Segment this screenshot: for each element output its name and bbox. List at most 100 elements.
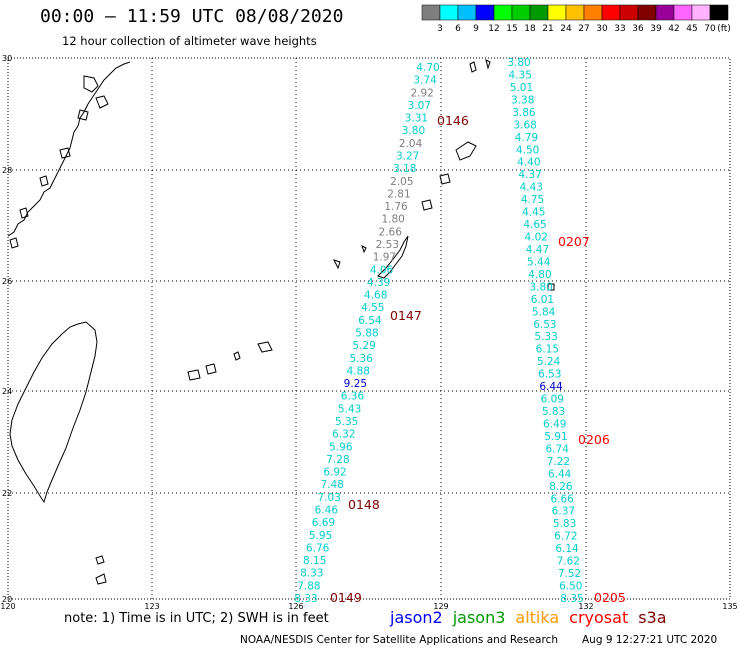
wave-height-value: 5.96 [329,441,353,453]
wave-height-value: 6.32 [332,429,355,441]
wave-height-value: 5.01 [510,82,533,94]
colorbar-swatch [457,4,477,21]
wave-height-value: 4.80 [528,269,551,281]
colorbar-label: 21 [542,24,553,34]
okinawa-coastline [377,235,409,279]
wave-height-value: 3.80 [507,57,530,69]
wave-height-value: 1.80 [381,214,404,226]
colorbar-swatch [673,4,693,21]
wave-height-value: 4.43 [520,182,543,194]
wave-height-value: 1.97 [373,252,396,264]
wave-height-value: 1.76 [384,201,408,213]
wave-height-value: 4.02 [525,232,548,244]
wave-height-value: 3.07 [408,100,431,112]
wave-height-value: 4.35 [509,69,532,81]
wave-height-value: 7.52 [558,568,581,580]
pass-time-labels: 0146 0147 0148 0149 0207 0206 0205 [330,113,626,605]
wave-height-value: 7.88 [297,580,320,592]
colorbar-swatch [511,4,531,21]
satellite-legend-item: cryosat [569,608,629,627]
colorbar-swatch [583,4,603,21]
wave-height-value: 4.68 [364,290,387,302]
pass-time-label: 0206 [578,432,610,447]
wave-height-value: 6.36 [341,391,365,403]
small-islands [95,59,491,585]
wave-height-value: 6.74 [546,443,570,455]
satellite-legend-item: jason3 [452,608,506,627]
wave-height-value: 4.88 [347,365,370,377]
lat-lon-grid [8,58,730,599]
pass-time-label: 0146 [437,113,469,128]
wave-height-value: 6.14 [555,543,579,555]
colorbar-label: 12 [488,24,499,34]
wave-height-value: 5.44 [527,256,551,268]
wave-height-value: 5.24 [537,356,561,368]
longitude-label: 129 [433,602,448,611]
wave-height-value: 5.29 [352,340,375,352]
wave-height-value: 4.70 [416,62,439,74]
wave-height-value: 3.31 [405,113,428,125]
colorbar-label: 27 [578,24,589,34]
colorbar-swatch [709,4,729,21]
longitude-labels: 120 123 126 129 132 135 [0,602,737,611]
china-islands-1 [9,75,109,249]
pass-time-label: 0205 [594,590,626,605]
latitude-label: 26 [2,277,12,286]
colorbar-swatch [547,4,567,21]
wave-height-value: 7.22 [547,456,570,468]
colorbar-label: 9 [473,24,479,34]
wave-height-value: 6.01 [531,294,554,306]
longitude-label: 126 [288,602,303,611]
map-frame [7,57,731,600]
wave-height-value: 6.15 [536,344,559,356]
wave-height-value: 5.88 [355,328,378,340]
latitude-label: 22 [2,489,12,498]
wave-height-value: 8.35 [560,593,583,605]
wave-height-value: 4.50 [516,144,539,156]
latitude-label: 24 [2,387,12,396]
wave-height-value: 5.43 [338,403,361,415]
wave-height-value: 4.06 [370,264,394,276]
colorbar-label: 30 [596,24,608,34]
wave-height-value: 4.40 [517,157,540,169]
wave-height-value: 6.44 [548,468,572,480]
colorbar-label: 36 [632,24,644,34]
wave-height-value: 5.91 [544,431,567,443]
colorbar-swatch [601,4,621,21]
wave-height-value: 8.26 [549,481,573,493]
satellite-legend-item: jason2 [390,608,443,627]
pass-time-label: 0147 [390,308,422,323]
wave-height-value: 2.66 [379,226,403,238]
wave-height-value: 4.45 [522,207,545,219]
wave-height-value: 7.03 [318,492,341,504]
amami-islands [421,141,477,211]
wave-height-value: 2.05 [390,176,413,188]
wave-height-value: 4.37 [518,169,541,181]
wave-height-value: 2.81 [387,188,410,200]
satellite-legend-item: s3a [638,608,667,627]
wave-height-value: 5.83 [553,518,576,530]
colorbar-swatch [439,4,459,21]
colorbar-label: 24 [560,24,572,34]
wave-height-value: 6.53 [538,369,561,381]
units-note: note: 1) Time is in UTC; 2) SWH is in fe… [64,611,329,626]
map-subtitle: 12 hour collection of altimeter wave hei… [62,34,317,48]
wave-height-value: 6.37 [552,506,575,518]
credit-line: NOAA/NESDIS Center for Satellite Applica… [240,634,558,646]
colorbar-label: 3 [437,24,443,34]
colorbar-label: 39 [650,24,662,34]
longitude-label: 123 [144,602,159,611]
colorbar-swatch [691,4,711,21]
wave-height-value: 5.36 [349,353,373,365]
wave-height-value: 6.66 [550,493,574,505]
colorbar-swatch [637,4,657,21]
wave-height-value: 4.55 [361,302,384,314]
colorbar-label: 33 [614,24,625,34]
taiwan-coastline [9,321,98,504]
wave-height-value: 3.38 [511,94,534,106]
coastlines [7,59,555,585]
pass-time-label: 0207 [558,234,590,249]
wave-height-value: 6.69 [312,517,335,529]
wave-height-value: 3.18 [393,163,416,175]
